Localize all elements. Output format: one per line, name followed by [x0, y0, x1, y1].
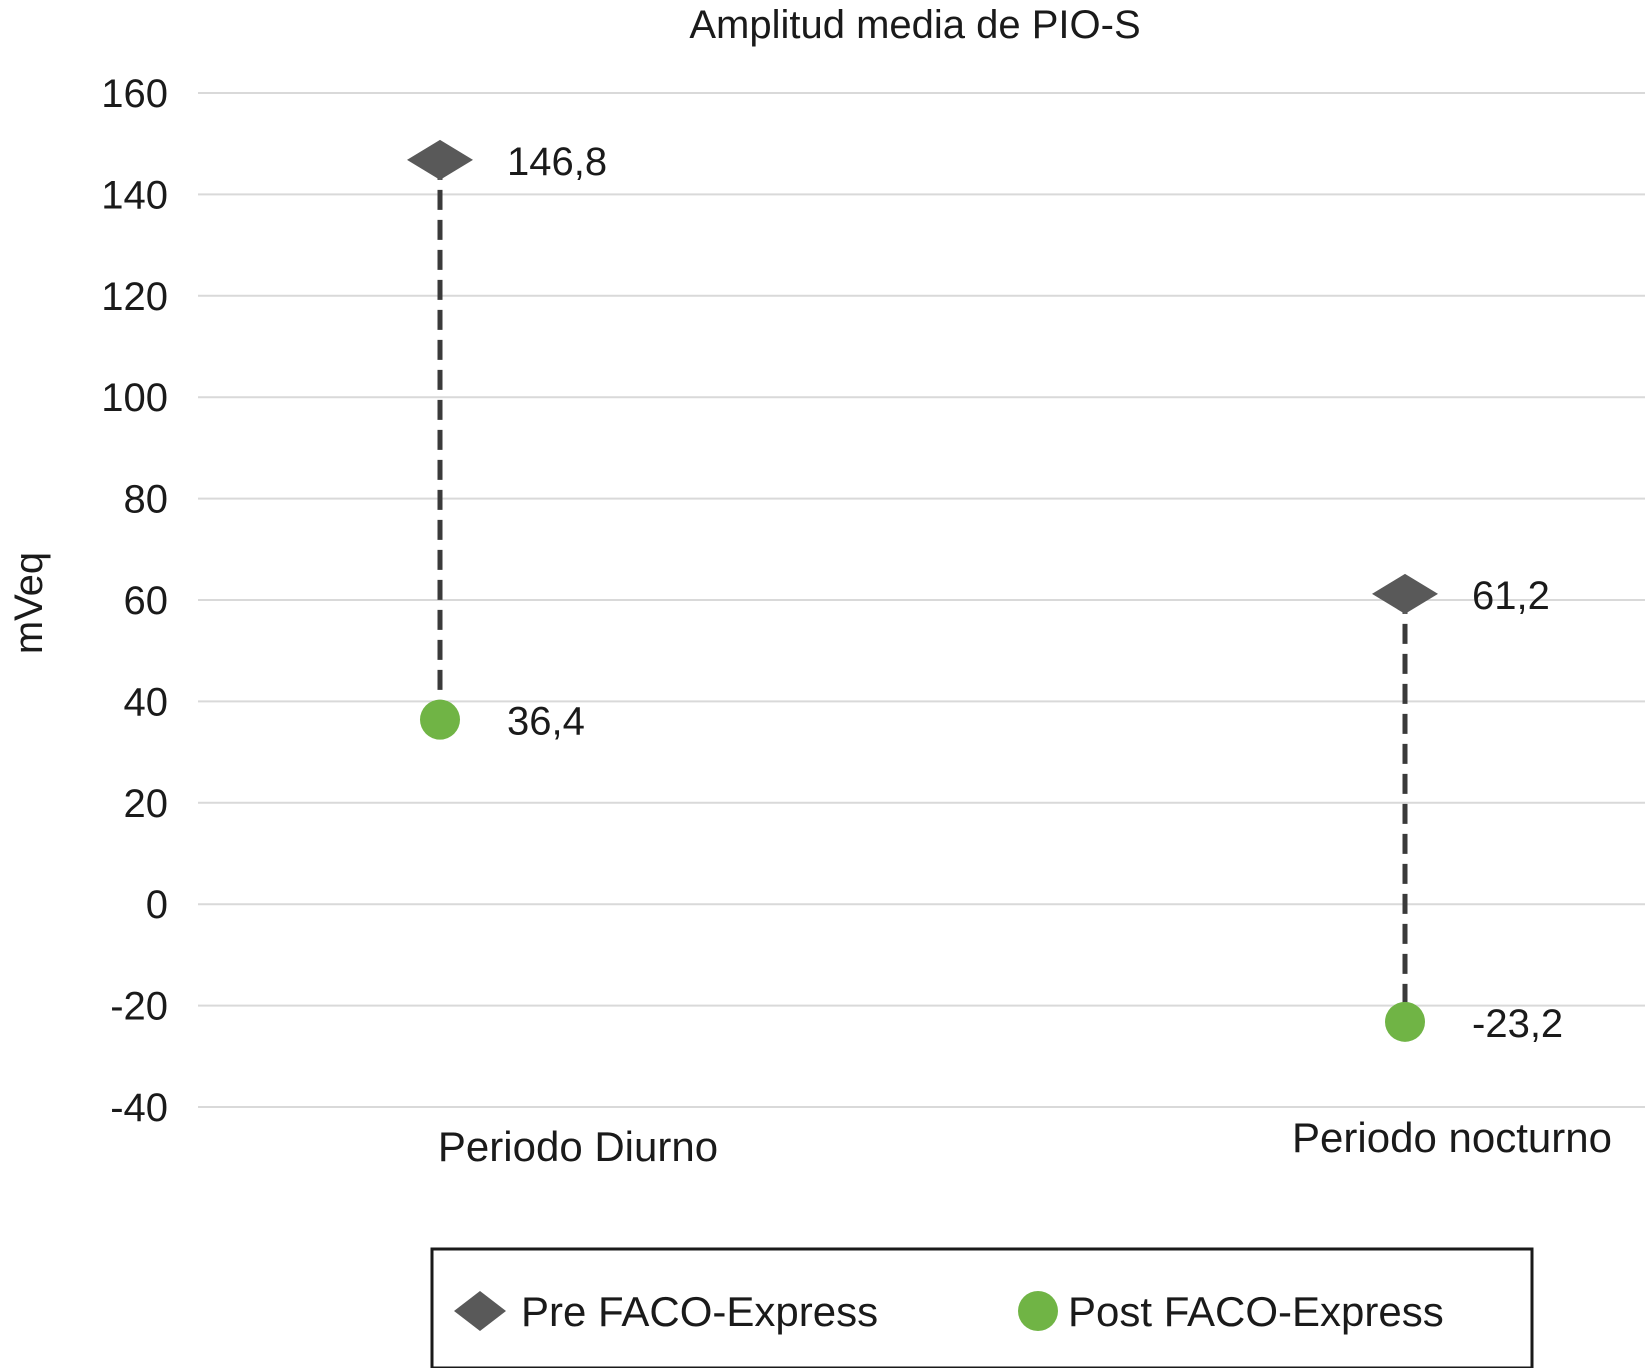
x-tick-label: Periodo Diurno: [438, 1123, 718, 1170]
legend-label-pre: Pre FACO-Express: [521, 1288, 878, 1335]
y-tick-label: 20: [124, 782, 169, 826]
diamond-marker: [1372, 573, 1438, 614]
data-label: -23,2: [1472, 1002, 1563, 1046]
y-tick-label: 160: [101, 72, 168, 116]
y-tick-label: 100: [101, 376, 168, 420]
y-tick-label: 0: [146, 883, 168, 927]
data-label: 146,8: [507, 140, 607, 184]
x-tick-label: Periodo nocturno: [1292, 1114, 1612, 1161]
circle-marker: [1385, 1001, 1425, 1042]
diamond-marker: [407, 139, 473, 180]
legend-diamond-icon: [454, 1291, 506, 1331]
y-tick-label: 120: [101, 275, 168, 319]
y-tick-labels: 160 140 120 100 80 60 40 20 0 -20 -40: [101, 72, 168, 1130]
data-label: 61,2: [1472, 574, 1550, 618]
chart-title: Amplitud media de PIO-S: [689, 3, 1140, 47]
y-tick-label: -40: [110, 1086, 168, 1130]
y-tick-label: -20: [110, 985, 168, 1029]
data-markers: [407, 139, 1438, 1042]
legend-box: [430, 1247, 1534, 1368]
y-tick-label: 80: [124, 478, 169, 522]
data-label: 36,4: [507, 700, 585, 744]
data-labels: 146,8 61,2 36,4 -23,2: [507, 140, 1563, 1046]
y-tick-label: 40: [124, 680, 169, 724]
y-axis-label: mVeq: [7, 552, 51, 654]
y-tick-label: 140: [101, 173, 168, 217]
legend: Pre FACO-Express Post FACO-Express: [430, 1247, 1534, 1368]
legend-circle-icon: [1018, 1291, 1058, 1331]
connectors: [437, 159, 1408, 1022]
y-tick-label: 60: [124, 579, 169, 623]
x-tick-labels: Periodo Diurno Periodo nocturno: [438, 1114, 1612, 1170]
circle-marker: [420, 699, 460, 740]
legend-label-post: Post FACO-Express: [1068, 1288, 1444, 1335]
